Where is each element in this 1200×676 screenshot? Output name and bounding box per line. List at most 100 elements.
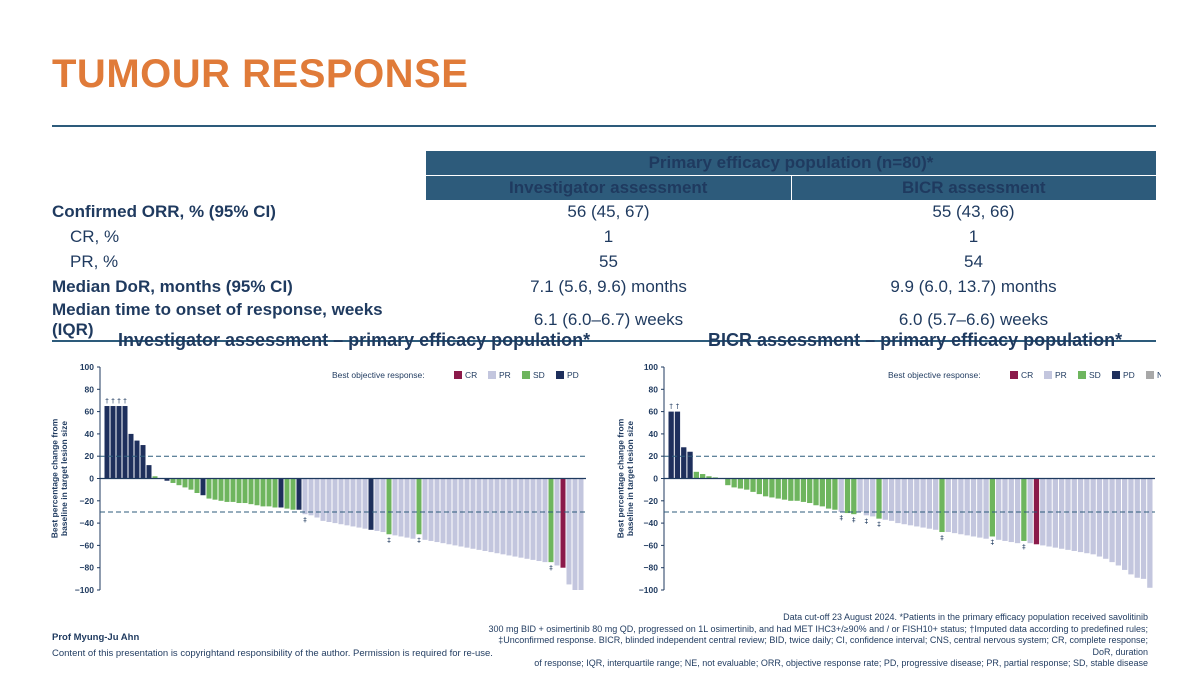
bar-pr [1109,478,1115,563]
waterfall-chart-bicr: Best percentage change frombaseline in t… [616,362,1161,595]
bar-pr [320,478,326,521]
bar-pr [1147,478,1153,588]
bar-pr [1046,478,1052,547]
bar-sd [236,478,242,504]
bar-pr [920,478,926,528]
row-label: CR, % [52,224,426,250]
bar-sd [224,478,230,502]
bar-pr [1128,478,1134,575]
bar-pd [164,478,170,481]
bar-sd [781,478,788,500]
bar-sd [693,471,699,479]
bar-sd [769,478,775,498]
bar-sd [290,478,296,510]
y-tick-label: −100 [639,585,658,595]
y-tick-label: 40 [649,429,659,439]
bar-sd [188,478,194,490]
y-tick-label: 100 [644,362,658,372]
bar-cr [560,478,566,568]
bar-pr [888,478,895,521]
bar-sd [170,478,176,483]
y-tick-label: 60 [649,407,659,417]
bar-sd [825,478,832,509]
legend-label-cr: CR [1021,370,1033,380]
bar-pr [428,478,434,541]
bar-pr [914,478,920,527]
chart-title-investigator: Investigator assessment – primary effica… [118,330,591,350]
dagger-mark: † [111,397,115,405]
bar-pr [907,478,914,526]
bar-pd [278,478,284,508]
legend-swatch-ne [1146,371,1154,379]
bar-pd [368,478,374,530]
bar-pr [1008,478,1014,543]
legend-label-pd: PD [1123,370,1135,380]
bar-pr [970,478,977,537]
dagger-mark: † [123,397,127,405]
legend-swatch-cr [454,371,462,379]
bar-pr [512,478,518,557]
bar-pr [572,478,578,590]
row-bicr-value: 54 [791,249,1156,275]
header-bicr: BICR assessment [790,175,1156,200]
row-bicr-value: 1 [791,224,1156,250]
bar-pr [857,478,863,512]
bar-pr [500,478,506,555]
bar-pr [326,478,332,522]
dagger-mark: † [676,403,680,411]
bar-pr [1140,478,1147,579]
double-dagger-mark: ‡ [877,521,881,529]
y-tick-label: −20 [80,496,95,506]
y-axis-label: Best percentage change frombaseline in t… [616,418,635,538]
bar-pr [410,478,416,539]
legend-swatch-pd [1112,371,1120,379]
presenter-name: Prof Myung-Ju Ahn [52,632,140,643]
bar-sd [284,478,290,509]
bar-sd [254,478,260,506]
double-dagger-mark: ‡ [303,516,307,524]
bar-pr [926,478,933,529]
legend-label-cr: CR [465,370,477,380]
y-tick-label: 100 [80,362,94,372]
y-tick-label: −100 [75,585,94,595]
bar-sd [844,478,851,514]
bar-pr [446,478,452,545]
bar-sd [548,478,554,563]
bar-sd [248,478,254,505]
footnote-line: ‡Unconfirmed response. BICR, blinded ind… [498,635,1148,657]
double-dagger-mark: ‡ [1022,543,1026,551]
footnote-line: of response; IQR, interquartile range; N… [534,658,1148,668]
bar-pr [1065,478,1071,550]
legend-label-ne: NE [1157,370,1161,380]
bar-pr [530,478,536,560]
chart-title-bicr: BICR assessment – primary efficacy popul… [708,330,1123,350]
legend-swatch-pr [1044,371,1052,379]
bar-pr [332,478,338,524]
bar-pr [506,478,512,556]
bar-pr [380,478,386,533]
y-axis-label-line: Best percentage change from [49,418,59,538]
bar-sd [242,478,248,504]
bar-pr [1071,478,1077,551]
bar-sd [218,478,224,501]
bar-pr [882,478,888,520]
bar-sd [230,478,236,502]
double-dagger-mark: ‡ [387,536,391,544]
bar-sd [266,478,272,507]
bar-pr [1103,478,1109,559]
bar-pr [933,478,939,530]
legend-title: Best objective response: [888,370,981,380]
bar-pr [494,478,500,554]
table-row: Confirmed ORR, % (95% CI) 56 (45, 67) 55… [52,200,1156,225]
table-row: CR, % 1 1 [52,224,1156,250]
bar-pr [374,478,380,531]
legend-swatch-pd [556,371,564,379]
double-dagger-mark: ‡ [991,538,995,546]
double-dagger-mark: ‡ [839,514,843,522]
bar-pd [681,447,687,479]
bar-pd [110,406,116,479]
bar-pr [964,478,970,536]
bar-pr [554,478,560,566]
table-header-sub: Investigator assessment BICR assessment [52,175,1156,200]
bar-pr [518,478,524,558]
